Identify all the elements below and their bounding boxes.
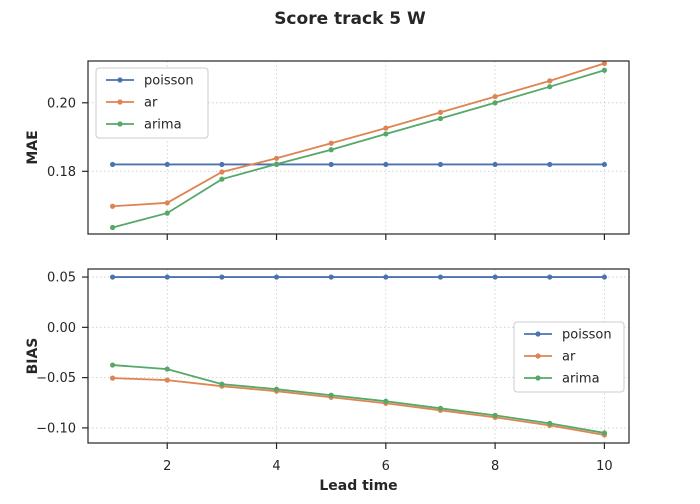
bias-legend-marker-poisson (535, 331, 541, 337)
bias-xtick-label-8: 8 (491, 459, 499, 474)
bias-point-poisson-4 (273, 274, 280, 280)
bias-point-poisson-8 (492, 274, 498, 280)
bias-series-line-ar (112, 377, 605, 436)
mae-point-arima-4 (273, 161, 280, 167)
bias-point-arima-6 (383, 398, 389, 404)
bias-ytick-label-1: 0.00 (47, 321, 76, 336)
mae-point-ar-4 (273, 155, 280, 161)
bias-point-arima-3 (219, 381, 225, 387)
bias-point-poisson-9 (547, 274, 553, 280)
mae-point-ar-1 (109, 203, 116, 209)
bias-point-arima-5 (328, 392, 334, 398)
bias-point-ar-2 (164, 377, 170, 383)
bias-subplot: 2 4 6 8 10 0.05 0.00 −0.05 −0.10 BIAS Lead time poi… (25, 268, 630, 494)
bias-xtick-label-4: 4 (272, 459, 280, 474)
bias-point-arima-10 (601, 430, 608, 436)
mae-legend-marker-poisson (117, 77, 123, 83)
bias-point-poisson-10 (601, 274, 608, 280)
bias-ytick-label-2: −0.05 (36, 371, 76, 386)
bias-point-arima-7 (437, 405, 444, 411)
bias-point-arima-9 (547, 420, 553, 426)
mae-point-arima-2 (164, 210, 170, 216)
mae-point-poisson-6 (383, 161, 389, 168)
bias-point-arima-4 (273, 386, 280, 392)
bias-ytick-label-3: −0.10 (36, 421, 76, 436)
mae-point-arima-6 (383, 131, 389, 137)
bias-axes-frame (87, 268, 630, 444)
bias-legend-label-arima: arima (562, 372, 600, 387)
mae-legend-frame (95, 67, 209, 139)
bias-xtick-label-2: 2 (163, 459, 171, 474)
bias-xtick-label-6: 6 (382, 459, 390, 474)
mae-point-poisson-8 (492, 161, 498, 168)
mae-point-arima-1 (109, 224, 116, 231)
mae-ylabel: MAE (25, 130, 41, 164)
bias-legend-frame (513, 321, 625, 393)
bias-series-line-arima (112, 364, 605, 434)
mae-point-poisson-10 (601, 161, 608, 168)
mae-point-arima-5 (328, 147, 334, 153)
bias-legend-label-poisson: poisson (562, 328, 612, 343)
mae-point-arima-8 (492, 100, 498, 106)
bias-point-arima-2 (164, 366, 170, 372)
mae-point-poisson-5 (328, 161, 334, 168)
bias-point-poisson-6 (383, 274, 389, 280)
bias-point-ar-1 (109, 375, 116, 381)
mae-point-poisson-7 (437, 161, 444, 168)
mae-point-ar-10 (601, 60, 608, 66)
bias-legend-marker-arima (535, 375, 541, 381)
mae-point-ar-9 (547, 78, 553, 84)
mae-legend-label-arima: arima (144, 118, 182, 133)
bias-xlabel: Lead time (319, 478, 397, 494)
bias-legend-marker-ar (535, 353, 541, 359)
mae-point-ar-3 (219, 169, 225, 175)
mae-point-poisson-9 (547, 161, 553, 168)
bias-point-poisson-7 (437, 274, 444, 280)
mae-point-ar-2 (164, 200, 170, 206)
mae-ytick-label-1: 0.20 (47, 96, 76, 111)
bias-point-arima-8 (492, 412, 498, 418)
mae-legend-label-ar: ar (144, 96, 158, 111)
bias-ytick-label-0: 0.05 (47, 271, 76, 286)
mae-legend-marker-arima (117, 121, 123, 127)
mae-ytick-label-0: 0.18 (47, 165, 76, 180)
mae-point-poisson-2 (164, 161, 170, 168)
mae-legend-label-poisson: poisson (144, 74, 194, 89)
bias-point-poisson-1 (109, 274, 116, 280)
mae-series-line-arima (112, 69, 605, 229)
bias-point-poisson-5 (328, 274, 334, 280)
bias-point-poisson-3 (219, 274, 225, 280)
bias-point-arima-1 (109, 362, 116, 368)
mae-point-arima-7 (437, 115, 444, 122)
mae-point-ar-6 (383, 125, 389, 131)
mae-point-arima-3 (219, 176, 225, 182)
mae-axes-frame (87, 60, 630, 235)
bias-legend-label-ar: ar (562, 350, 576, 365)
mae-point-arima-9 (547, 84, 553, 90)
mae-point-poisson-1 (109, 161, 116, 168)
mae-point-ar-5 (328, 140, 334, 146)
mae-legend-marker-ar (117, 99, 123, 105)
mae-point-ar-8 (492, 94, 498, 100)
mae-legend: poisson ar arima (95, 67, 209, 139)
bias-ylabel: BIAS (25, 338, 41, 375)
mae-series-line-ar (112, 62, 605, 208)
figure-title: Score track 5 W (274, 9, 426, 29)
mae-point-poisson-3 (219, 161, 225, 168)
mae-subplot: 0.18 0.20 MAE poisson ar arima (25, 60, 630, 240)
bias-legend: poisson ar arima (513, 321, 625, 393)
mae-point-ar-7 (437, 109, 444, 115)
mae-point-arima-10 (601, 67, 608, 73)
bias-point-poisson-2 (164, 274, 170, 280)
bias-xtick-label-10: 10 (596, 459, 613, 474)
